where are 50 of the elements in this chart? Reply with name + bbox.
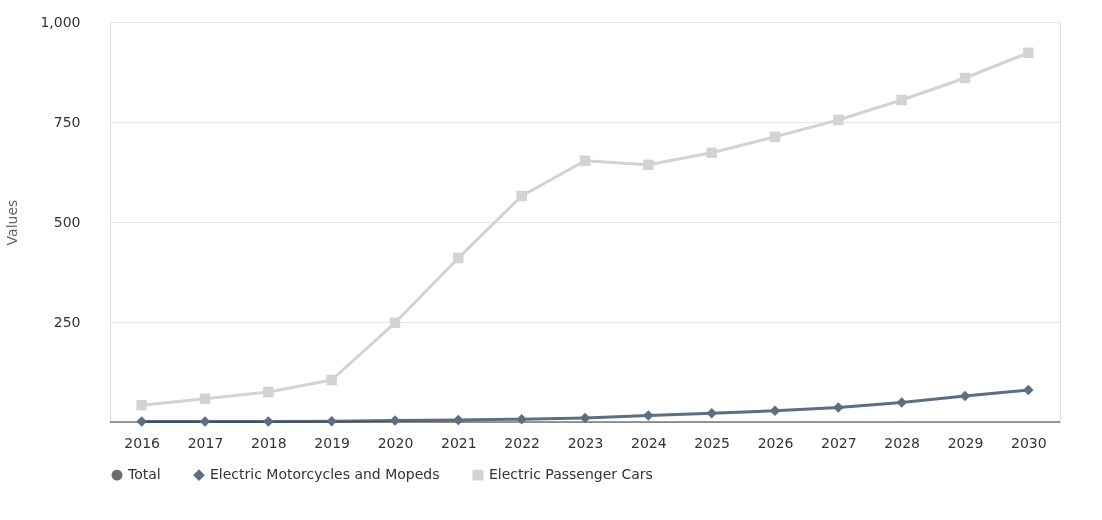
legend-label: Electric Motorcycles and Mopeds	[210, 466, 440, 483]
point	[706, 407, 717, 419]
x-tick-label: 2022	[504, 434, 540, 451]
point	[896, 397, 907, 408]
x-tick-label: 2026	[757, 434, 794, 451]
x-tick-label: 2027	[821, 434, 857, 451]
legend-label: Total	[127, 466, 161, 483]
point	[263, 416, 274, 427]
x-tick-label: 2021	[441, 434, 477, 451]
point	[199, 393, 211, 405]
x-tick-label: 2028	[884, 434, 920, 451]
point	[199, 416, 211, 427]
point	[706, 147, 717, 159]
legend-label: Electric Passenger Cars	[489, 466, 653, 483]
x-tick-label: 2025	[694, 434, 730, 451]
point	[833, 402, 844, 413]
x-tick-label: 2030	[1011, 434, 1047, 451]
point	[453, 414, 464, 426]
point	[833, 114, 844, 126]
point	[579, 155, 591, 167]
point	[516, 413, 527, 425]
x-tick-label: 2018	[251, 434, 287, 451]
point	[136, 399, 147, 411]
point	[896, 94, 907, 106]
point	[1023, 384, 1034, 396]
point	[769, 131, 781, 143]
x-tick-label: 2020	[377, 434, 414, 451]
x-tick-label: 2024	[631, 434, 667, 451]
point	[453, 252, 464, 264]
x-tick-label: 2016	[124, 434, 161, 451]
x-tick-label: 2029	[947, 434, 984, 451]
x-tick-label: 2023	[567, 434, 604, 451]
y-tick-label: 250	[53, 313, 81, 330]
point	[643, 410, 654, 421]
point	[389, 317, 401, 329]
point	[263, 386, 274, 398]
point	[326, 374, 337, 386]
point	[326, 415, 337, 427]
point	[516, 190, 527, 202]
y-tick-label: 750	[53, 113, 81, 130]
x-tick-label: 2017	[187, 434, 224, 451]
x-tick-label: 2019	[314, 434, 350, 451]
point	[643, 159, 654, 171]
point	[136, 416, 147, 427]
y-tick-label: 500	[53, 213, 81, 230]
point	[389, 415, 401, 426]
y-tick-label: 1,000	[40, 13, 81, 30]
point	[1023, 47, 1034, 59]
point	[959, 72, 971, 84]
y-axis-title: Values	[4, 199, 21, 246]
